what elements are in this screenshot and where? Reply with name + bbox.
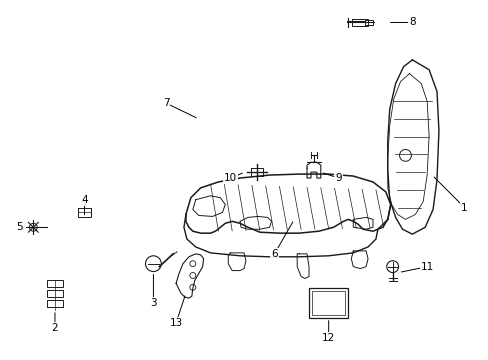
- Text: 5: 5: [16, 222, 23, 232]
- Text: 9: 9: [335, 173, 341, 183]
- Text: 12: 12: [322, 333, 335, 342]
- Text: 3: 3: [150, 298, 157, 308]
- Text: 4: 4: [81, 195, 88, 205]
- Bar: [308, 288, 347, 318]
- Text: 11: 11: [420, 262, 433, 272]
- Text: 6: 6: [271, 249, 277, 259]
- Bar: [47, 300, 63, 307]
- Polygon shape: [176, 254, 203, 298]
- Text: 2: 2: [52, 323, 58, 333]
- Text: 10: 10: [223, 173, 236, 183]
- Bar: [47, 280, 63, 287]
- Text: 13: 13: [169, 318, 183, 328]
- Text: 7: 7: [163, 98, 169, 108]
- Text: 1: 1: [460, 203, 467, 212]
- Text: 8: 8: [408, 18, 415, 27]
- Bar: [311, 291, 345, 315]
- Bar: [47, 290, 63, 297]
- Polygon shape: [185, 174, 390, 233]
- Bar: [351, 18, 367, 26]
- Bar: [365, 19, 372, 26]
